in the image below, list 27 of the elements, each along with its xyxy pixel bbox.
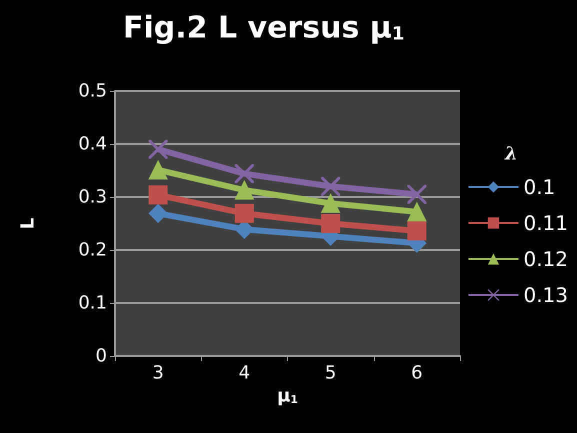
legend-label: 0.12	[523, 247, 568, 271]
legend-label: 0.11	[523, 211, 568, 235]
point	[148, 185, 168, 204]
y-tick-label: 0.1	[78, 292, 107, 314]
y-tick-label: 0.5	[78, 80, 107, 102]
point	[234, 204, 254, 223]
x-tick-label: 4	[238, 362, 250, 384]
point	[148, 204, 168, 223]
point	[407, 221, 426, 240]
x-tick-label: 6	[411, 362, 423, 384]
point	[407, 202, 426, 222]
y-tick-label: 0.4	[78, 134, 107, 154]
point	[321, 194, 340, 213]
legend-title: λ	[504, 144, 518, 164]
x-tick-label: 5	[324, 362, 336, 384]
point	[234, 180, 254, 200]
legend-label: 0.1	[523, 175, 556, 199]
y-tick-label: 0.3	[78, 186, 107, 208]
y-axis-title: L	[18, 218, 38, 230]
point	[321, 214, 340, 233]
legend-label: 0.13	[523, 283, 568, 307]
chart-title: Fig.2 L versus μ1	[123, 10, 404, 46]
y-tick-label: 0	[96, 346, 107, 366]
x-axis-title: μ1	[277, 385, 298, 406]
y-tick-label: 0.2	[78, 240, 107, 260]
point	[148, 160, 168, 180]
x-tick-label: 3	[152, 362, 164, 384]
